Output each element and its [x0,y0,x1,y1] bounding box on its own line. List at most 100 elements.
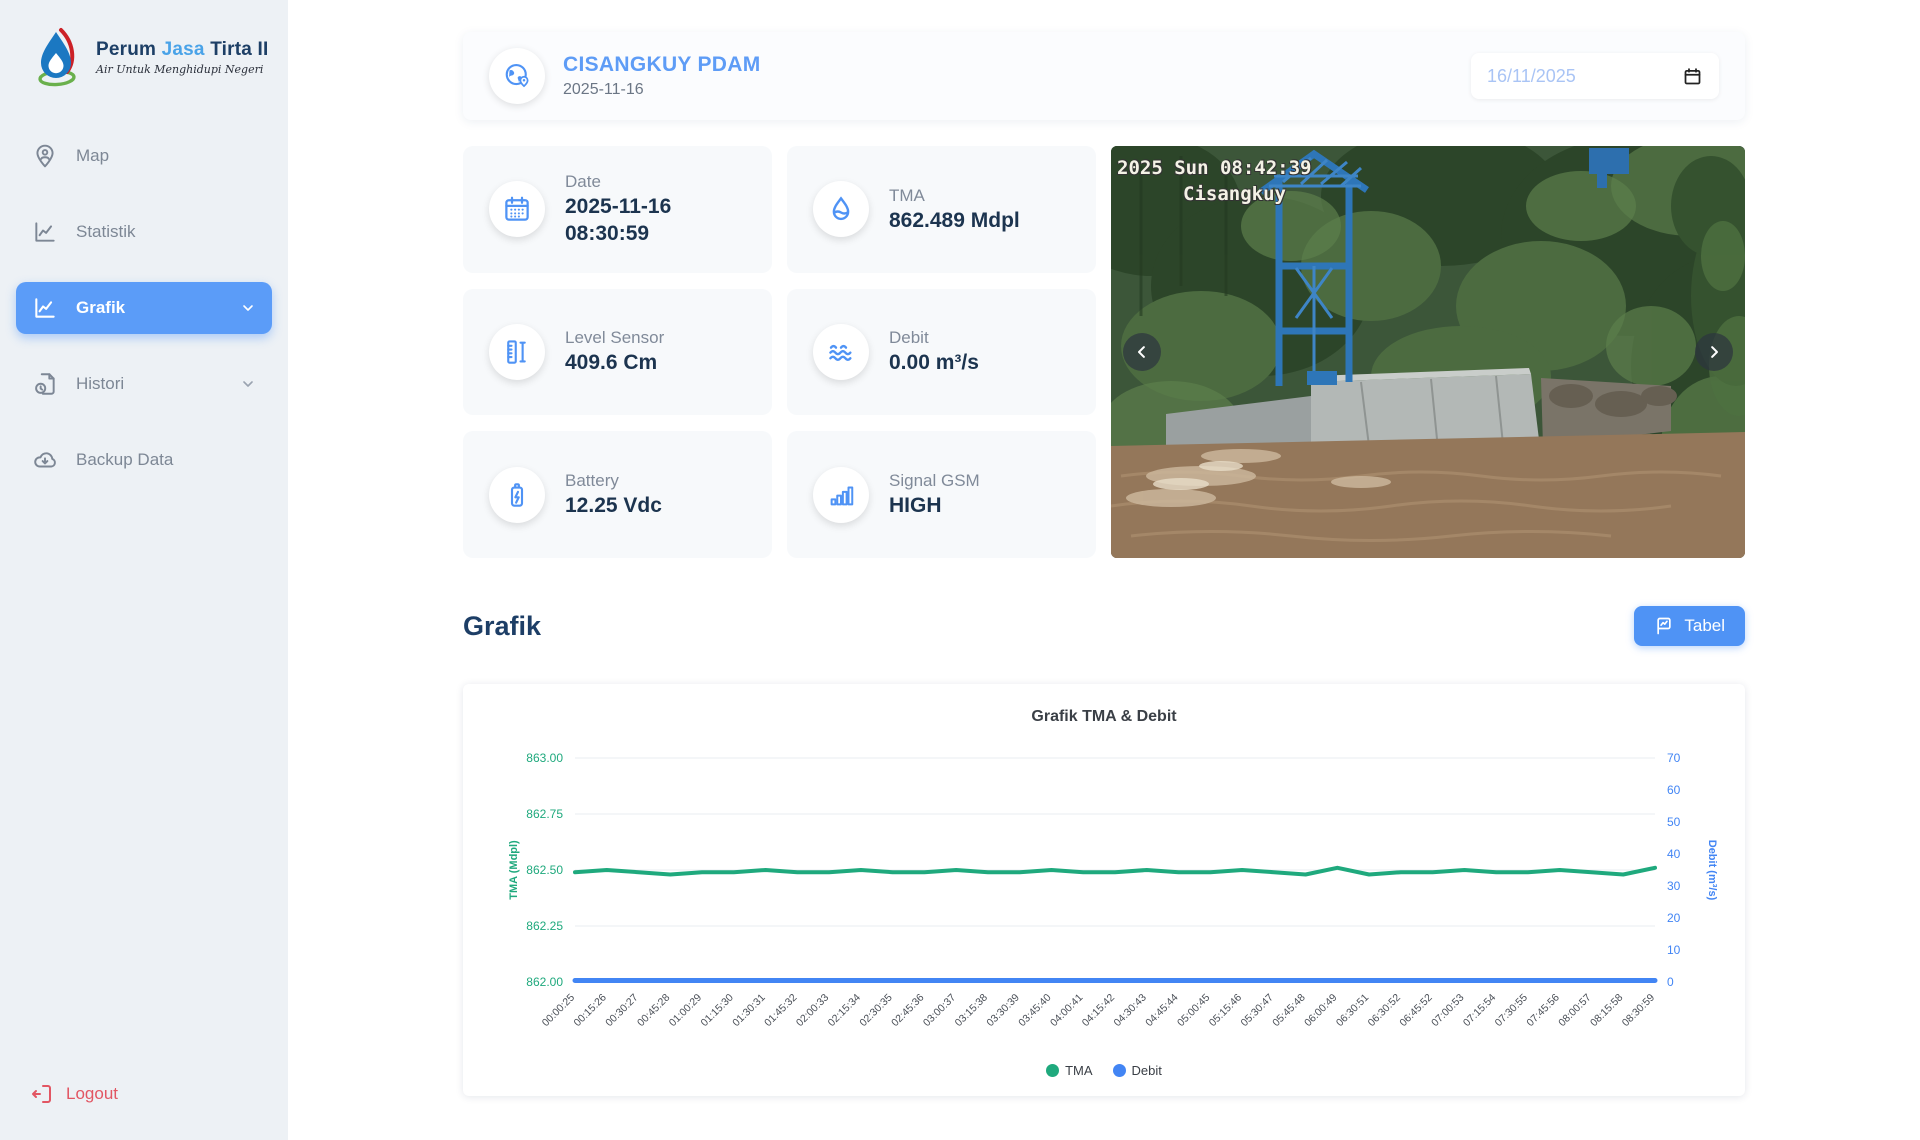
svg-text:60: 60 [1667,783,1681,797]
svg-text:862.00: 862.00 [526,975,563,989]
svg-text:TMA (Mdpl): TMA (Mdpl) [508,840,520,900]
water-drop-icon [813,181,869,238]
stat-label: Signal GSM [889,471,980,491]
svg-text:06:45:52: 06:45:52 [1397,992,1434,1029]
station-date: 2025-11-16 [563,81,644,98]
sidebar-item-histori[interactable]: Histori [16,358,272,410]
stat-label: TMA [889,185,925,205]
camera-next-button[interactable] [1695,332,1733,371]
signal-bars-icon [813,466,869,523]
legend-dot-tma [1046,1064,1060,1077]
svg-text:0: 0 [1667,975,1674,989]
logout-icon [32,1085,51,1103]
sidebar-item-backup-data[interactable]: Backup Data [16,434,272,486]
brand-tagline: Air Untuk Menghidupi Negeri [96,62,264,76]
sidebar-item-label: Map [76,146,110,165]
svg-text:07:15:54: 07:15:54 [1461,992,1498,1029]
svg-text:01:45:32: 01:45:32 [762,992,799,1029]
chart-card: Grafik TMA & Debit 863.00 862.75 862.50 862… [463,684,1745,1096]
legend-label: TMA [1065,1063,1093,1078]
river-weir-photo [1111,146,1745,558]
sidebar-item-label: Histori [76,374,125,393]
sidebar-item-statistik[interactable]: Statistik [16,206,272,258]
camera-location: Cisangkuy [1183,182,1286,205]
stat-value: 0.00 m³/s [889,351,979,375]
stat-label: Debit [889,328,929,348]
svg-text:03:45:40: 03:45:40 [1016,992,1053,1029]
line-chart-icon [35,222,55,242]
legend-dot-debit [1112,1064,1126,1077]
svg-text:863.00: 863.00 [526,751,563,765]
tma-debit-chart: 863.00 862.75 862.50 862.25 862.00 70 60 50 40 30… [508,751,1718,1029]
svg-text:07:30:55: 07:30:55 [1493,992,1530,1029]
svg-text:00:30:27: 00:30:27 [603,992,640,1029]
stat-value-time: 08:30:59 [565,222,650,246]
file-clock-icon [35,373,55,395]
svg-text:01:30:31: 01:30:31 [730,992,767,1029]
svg-text:03:15:38: 03:15:38 [953,992,990,1029]
stat-card-signal-gsm: Signal GSM HIGH [787,431,1096,558]
svg-text:05:45:48: 05:45:48 [1270,992,1307,1029]
svg-text:862.25: 862.25 [526,919,563,933]
sidebar-item-map[interactable]: Map [16,130,272,182]
chevron-left-icon [1138,346,1145,358]
svg-text:862.50: 862.50 [526,863,563,877]
section-title-grafik: Grafik [463,610,542,641]
svg-text:07:45:56: 07:45:56 [1524,992,1561,1029]
chart-title: Grafik TMA & Debit [1031,708,1177,725]
stat-label: Level Sensor [565,328,665,348]
brand-name: Perum Jasa Tirta II [96,38,269,60]
sidebar-item-label: Backup Data [76,450,174,469]
svg-text:00:00:25: 00:00:25 [540,992,577,1029]
svg-text:05:30:47: 05:30:47 [1239,992,1276,1029]
svg-text:03:30:39: 03:30:39 [984,992,1021,1029]
svg-text:04:00:41: 04:00:41 [1048,992,1085,1029]
stat-card-battery: Battery 12.25 Vdc [463,431,772,558]
battery-icon [489,466,545,523]
waves-icon [813,323,869,380]
svg-text:02:45:36: 02:45:36 [889,992,926,1029]
cloud-download-icon [34,452,56,468]
stat-card-tma: TMA 862.489 Mdpl [787,146,1096,273]
camera-feed: 2025 Sun 08:42:39 Cisangkuy [1111,146,1745,558]
camera-timestamp: 2025 Sun 08:42:39 [1117,157,1312,179]
svg-text:04:15:42: 04:15:42 [1080,992,1117,1029]
svg-text:02:00:33: 02:00:33 [794,992,831,1029]
svg-text:02:15:34: 02:15:34 [826,992,863,1029]
camera-overlay-text: 2025 Sun 08:42:39 Cisangkuy [1117,156,1311,207]
date-picker-value: 16/11/2025 [1487,65,1576,86]
stat-label: Battery [565,471,619,491]
svg-text:07:00:53: 07:00:53 [1429,992,1466,1029]
tabel-button[interactable]: Tabel [1634,606,1745,646]
svg-text:01:15:30: 01:15:30 [699,992,736,1029]
brand-logo: Perum Jasa Tirta II Air Untuk Menghidupi… [0,0,288,98]
legend-item-debit[interactable]: Debit [1112,1063,1162,1078]
sidebar-item-grafik[interactable]: Grafik [16,282,272,334]
svg-text:40: 40 [1667,847,1681,861]
date-picker-input[interactable]: 16/11/2025 [1471,53,1719,99]
stat-value: 409.6 Cm [565,351,658,375]
svg-text:00:45:28: 00:45:28 [635,992,672,1029]
svg-text:04:30:43: 04:30:43 [1111,992,1148,1029]
sidebar-item-label: Grafik [76,298,126,317]
svg-text:30: 30 [1667,879,1681,893]
stat-value: 862.489 Mdpl [889,208,1020,232]
logout-button[interactable]: Logout [0,1056,288,1140]
line-chart-icon [35,298,55,318]
sidebar: Perum Jasa Tirta II Air Untuk Menghidupi… [0,0,288,1140]
svg-text:00:15:26: 00:15:26 [571,992,608,1029]
stat-value: 12.25 Vdc [565,494,662,518]
sidebar-item-label: Statistik [76,222,136,241]
svg-text:20: 20 [1667,911,1681,925]
camera-prev-button[interactable] [1123,332,1161,371]
main-content: CISANGKUY PDAM 2025-11-16 16/11/2025 [288,0,1920,1140]
calendar-icon[interactable] [1682,66,1703,87]
chevron-down-icon [240,376,256,392]
stat-card-date: Date 2025-11-16 08:30:59 [463,146,772,273]
legend-label: Debit [1131,1063,1162,1078]
calendar-icon [489,181,545,238]
globe-pin-icon [489,48,545,104]
svg-text:04:45:44: 04:45:44 [1143,992,1180,1029]
station-name: CISANGKUY PDAM [563,53,761,76]
legend-item-tma[interactable]: TMA [1046,1063,1093,1078]
